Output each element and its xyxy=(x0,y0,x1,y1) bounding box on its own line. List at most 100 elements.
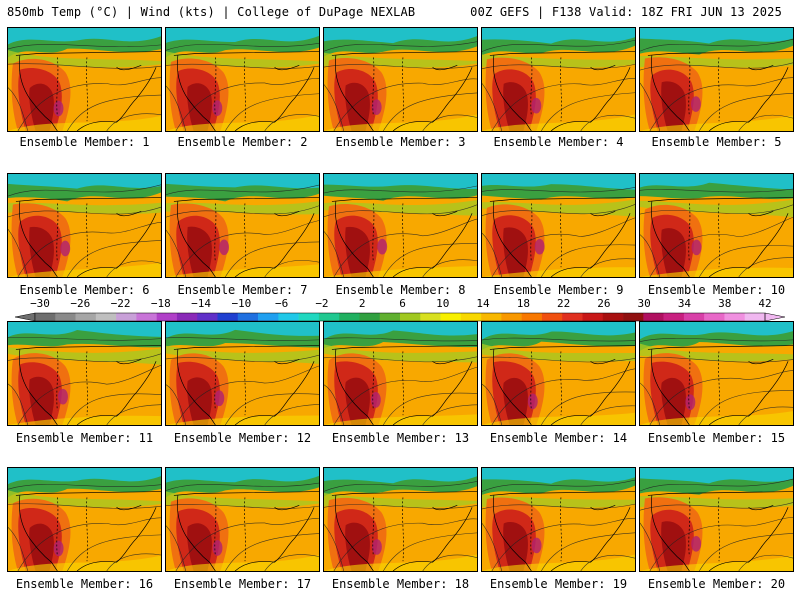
ensemble-member-label: Ensemble Member: 8 xyxy=(335,283,466,297)
color-scale-cell xyxy=(278,313,299,321)
color-scale-cell xyxy=(602,313,624,321)
color-scale-cell xyxy=(176,313,198,321)
color-scale-cell xyxy=(136,313,157,321)
color-scale-tick-label: 10 xyxy=(436,297,450,310)
color-scale-tick-label: −22 xyxy=(110,297,131,310)
color-scale-cell xyxy=(440,313,462,321)
color-scale-cell xyxy=(501,313,522,321)
color-scale-cell xyxy=(420,313,441,321)
scale-max-arrow xyxy=(764,312,786,322)
ensemble-member-map-16 xyxy=(7,467,162,572)
color-scale-tick-label: −18 xyxy=(150,297,171,310)
color-scale-bar xyxy=(14,312,786,322)
color-scale-tick-label: 38 xyxy=(718,297,732,310)
ensemble-member-label: Ensemble Member: 7 xyxy=(177,283,308,297)
ensemble-member-map-19 xyxy=(481,467,636,572)
ensemble-member-map-20 xyxy=(639,467,794,572)
color-scale-cell xyxy=(95,313,117,321)
color-scale-tick-label: 14 xyxy=(476,297,490,310)
color-scale-cell xyxy=(521,313,543,321)
ensemble-member-map-8 xyxy=(323,173,478,278)
ensemble-member-map-7 xyxy=(165,173,320,278)
color-scale-cell xyxy=(116,313,137,321)
ensemble-member-label: Ensemble Member: 12 xyxy=(173,431,312,445)
color-scale-tick-label: 6 xyxy=(399,297,406,310)
color-scale-cell xyxy=(481,313,502,321)
color-scale-tick-label: −14 xyxy=(191,297,212,310)
color-scale-cell xyxy=(582,313,604,321)
color-scale-cell xyxy=(156,313,178,321)
color-scale-cell xyxy=(217,313,239,321)
color-scale-cell xyxy=(541,313,563,321)
color-scale-cell xyxy=(623,313,644,321)
color-scale-cell xyxy=(744,313,766,321)
ensemble-member-map-13 xyxy=(323,321,478,426)
color-scale-cell xyxy=(704,313,725,321)
ensemble-member-label: Ensemble Member: 15 xyxy=(647,431,786,445)
color-scale-cell xyxy=(55,313,76,321)
ensemble-member-label: Ensemble Member: 13 xyxy=(331,431,470,445)
ensemble-member-label: Ensemble Member: 6 xyxy=(19,283,150,297)
color-scale-tick-label: −10 xyxy=(231,297,252,310)
ensemble-member-map-6 xyxy=(7,173,162,278)
color-scale-cell xyxy=(643,313,664,321)
color-scale-cell xyxy=(460,313,482,321)
color-scale-cell xyxy=(379,313,401,321)
color-scale-cell xyxy=(562,313,583,321)
ensemble-member-map-12 xyxy=(165,321,320,426)
ensemble-member-label: Ensemble Member: 18 xyxy=(331,577,470,591)
ensemble-member-map-11 xyxy=(7,321,162,426)
ensemble-member-label: Ensemble Member: 9 xyxy=(493,283,624,297)
ensemble-member-label: Ensemble Member: 11 xyxy=(15,431,154,445)
ensemble-member-label: Ensemble Member: 17 xyxy=(173,577,312,591)
ensemble-member-map-18 xyxy=(323,467,478,572)
color-scale-tick-label: 18 xyxy=(516,297,530,310)
ensemble-member-map-1 xyxy=(7,27,162,132)
color-scale-cell xyxy=(400,313,421,321)
color-scale-cell xyxy=(237,313,259,321)
ensemble-member-map-4 xyxy=(481,27,636,132)
ensemble-member-label: Ensemble Member: 3 xyxy=(335,135,466,149)
ensemble-member-label: Ensemble Member: 4 xyxy=(493,135,624,149)
ensemble-member-label: Ensemble Member: 10 xyxy=(647,283,786,297)
color-scale-tick-label: 42 xyxy=(758,297,772,310)
color-scale-cell xyxy=(683,313,705,321)
ensemble-member-label: Ensemble Member: 5 xyxy=(651,135,782,149)
color-scale-tick-label: −2 xyxy=(315,297,329,310)
ensemble-member-map-10 xyxy=(639,173,794,278)
color-scale-labels: −30 −26 −22 −18 −14 −10 −6 −2 2 6 10 14 18 22 26 30 34 38… xyxy=(0,297,800,310)
color-scale-cell xyxy=(298,313,320,321)
ensemble-member-label: Ensemble Member: 14 xyxy=(489,431,628,445)
ensemble-member-map-2 xyxy=(165,27,320,132)
scale-min-arrow xyxy=(14,312,36,322)
ensemble-member-map-5 xyxy=(639,27,794,132)
color-scale-cell xyxy=(318,313,340,321)
color-scale-cell xyxy=(339,313,360,321)
color-scale-tick-label: 26 xyxy=(597,297,611,310)
ensemble-member-map-14 xyxy=(481,321,636,426)
color-scale-tick-label: −30 xyxy=(30,297,50,310)
color-scale-cell xyxy=(724,313,746,321)
ensemble-member-map-17 xyxy=(165,467,320,572)
color-scale-cell xyxy=(75,313,97,321)
map-title: 850mb Temp (°C) | Wind (kts) | College o… xyxy=(7,5,416,19)
color-scale-tick-label: 22 xyxy=(556,297,571,310)
ensemble-member-label: Ensemble Member: 2 xyxy=(177,135,308,149)
color-scale-cell xyxy=(663,313,685,321)
color-scale-cell xyxy=(35,313,56,321)
color-scale-tick-label: −26 xyxy=(70,297,91,310)
ensemble-member-label: Ensemble Member: 20 xyxy=(647,577,786,591)
color-scale-tick-label: 34 xyxy=(677,297,692,310)
color-scale-cell xyxy=(197,313,218,321)
ensemble-member-label: Ensemble Member: 19 xyxy=(489,577,628,591)
model-run-info: 00Z GEFS | F138 Valid: 18Z FRI JUN 13 20… xyxy=(470,5,782,19)
color-scale-cell xyxy=(258,313,279,321)
ensemble-member-label: Ensemble Member: 1 xyxy=(19,135,150,149)
ensemble-member-map-3 xyxy=(323,27,478,132)
color-scale-cell xyxy=(359,313,381,321)
color-scale-tick-label: 2 xyxy=(358,297,366,310)
color-scale-tick-label: −6 xyxy=(275,297,289,310)
ensemble-member-label: Ensemble Member: 16 xyxy=(15,577,154,591)
ensemble-member-map-15 xyxy=(639,321,794,426)
ensemble-member-map-9 xyxy=(481,173,636,278)
